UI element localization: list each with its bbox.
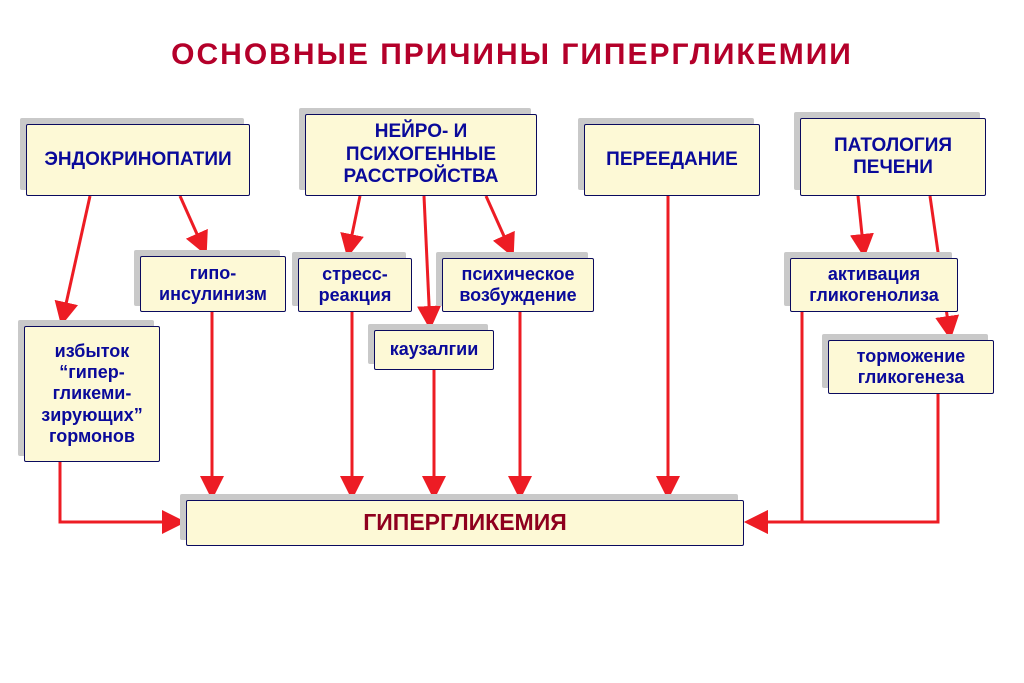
node-face: НЕЙРО- И ПСИХОГЕННЫЕ РАССТРОЙСТВА — [305, 114, 537, 196]
node-label: психическое возбуждение — [459, 264, 576, 306]
arrow-8 — [60, 462, 182, 522]
node-excess: избыток “гипер- гликеми- зирующих” гормо… — [24, 326, 160, 462]
node-face: каузалгии — [374, 330, 494, 370]
node-overeat: ПЕРЕЕДАНИЕ — [584, 124, 760, 196]
node-liver: ПАТОЛОГИЯ ПЕЧЕНИ — [800, 118, 986, 196]
node-face: ЭНДОКРИНОПАТИИ — [26, 124, 250, 196]
node-label: каузалгии — [390, 339, 479, 360]
node-label: ГИПЕРГЛИКЕМИЯ — [363, 509, 567, 536]
node-label: ПАТОЛОГИЯ ПЕЧЕНИ — [834, 135, 952, 180]
arrow-0 — [62, 196, 90, 322]
node-face: торможение гликогенеза — [828, 340, 994, 394]
node-label: ЭНДОКРИНОПАТИИ — [44, 149, 231, 171]
node-neuro: НЕЙРО- И ПСИХОГЕННЫЕ РАССТРОЙСТВА — [305, 114, 537, 196]
node-face: избыток “гипер- гликеми- зирующих” гормо… — [24, 326, 160, 462]
arrow-3 — [424, 196, 430, 326]
node-label: активация гликогенолиза — [809, 264, 938, 306]
diagram-title: ОСНОВНЫЕ ПРИЧИНЫ ГИПЕРГЛИКЕМИИ — [0, 38, 1024, 72]
node-hypoins: гипо- инсулинизм — [140, 256, 286, 312]
node-causal: каузалгии — [374, 330, 494, 370]
arrow-14 — [748, 394, 938, 522]
node-face: ГИПЕРГЛИКЕМИЯ — [186, 500, 744, 546]
node-psych: психическое возбуждение — [442, 258, 594, 312]
node-face: стресс- реакция — [298, 258, 412, 312]
node-face: психическое возбуждение — [442, 258, 594, 312]
node-label: избыток “гипер- гликеми- зирующих” гормо… — [41, 341, 142, 447]
node-label: НЕЙРО- И ПСИХОГЕННЫЕ РАССТРОЙСТВА — [343, 121, 498, 188]
diagram-stage: ОСНОВНЫЕ ПРИЧИНЫ ГИПЕРГЛИКЕМИИ ЭНДОКРИНО… — [0, 0, 1024, 683]
node-face: ПАТОЛОГИЯ ПЕЧЕНИ — [800, 118, 986, 196]
arrow-1 — [180, 196, 205, 252]
arrow-2 — [348, 196, 360, 254]
node-inhibit: торможение гликогенеза — [828, 340, 994, 394]
arrow-6 — [858, 196, 864, 254]
node-face: активация гликогенолиза — [790, 258, 958, 312]
node-glyco: активация гликогенолиза — [790, 258, 958, 312]
node-label: ПЕРЕЕДАНИЕ — [606, 149, 738, 171]
node-label: гипо- инсулинизм — [159, 263, 267, 305]
arrow-13 — [748, 312, 802, 522]
node-stress: стресс- реакция — [298, 258, 412, 312]
node-label: стресс- реакция — [319, 264, 392, 306]
node-endo: ЭНДОКРИНОПАТИИ — [26, 124, 250, 196]
node-face: гипо- инсулинизм — [140, 256, 286, 312]
node-label: торможение гликогенеза — [857, 346, 966, 388]
arrow-4 — [486, 196, 512, 254]
node-face: ПЕРЕЕДАНИЕ — [584, 124, 760, 196]
node-result: ГИПЕРГЛИКЕМИЯ — [186, 500, 744, 546]
